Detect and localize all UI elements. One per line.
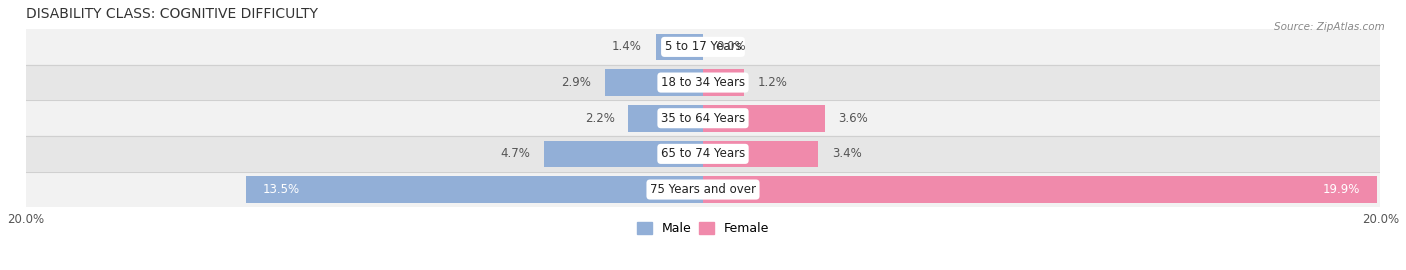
Text: 18 to 34 Years: 18 to 34 Years xyxy=(661,76,745,89)
Text: 4.7%: 4.7% xyxy=(501,147,530,160)
Bar xyxy=(544,140,703,167)
Bar xyxy=(703,176,1376,203)
Text: 2.2%: 2.2% xyxy=(585,112,614,125)
Text: Source: ZipAtlas.com: Source: ZipAtlas.com xyxy=(1274,22,1385,32)
Bar xyxy=(246,176,703,203)
Text: 13.5%: 13.5% xyxy=(263,183,299,196)
Text: 35 to 64 Years: 35 to 64 Years xyxy=(661,112,745,125)
Text: DISABILITY CLASS: COGNITIVE DIFFICULTY: DISABILITY CLASS: COGNITIVE DIFFICULTY xyxy=(25,7,318,21)
Bar xyxy=(25,100,1381,136)
Text: 19.9%: 19.9% xyxy=(1323,183,1360,196)
Bar xyxy=(628,105,703,131)
Text: 2.9%: 2.9% xyxy=(561,76,591,89)
Text: 65 to 74 Years: 65 to 74 Years xyxy=(661,147,745,160)
Bar xyxy=(25,172,1381,207)
Bar xyxy=(25,65,1381,100)
Text: 3.4%: 3.4% xyxy=(832,147,862,160)
Bar xyxy=(25,29,1381,65)
Bar xyxy=(655,33,703,60)
Bar xyxy=(703,140,818,167)
Legend: Male, Female: Male, Female xyxy=(631,217,775,240)
Bar xyxy=(703,105,825,131)
Text: 3.6%: 3.6% xyxy=(838,112,869,125)
Text: 1.2%: 1.2% xyxy=(758,76,787,89)
Text: 0.0%: 0.0% xyxy=(717,40,747,53)
Text: 1.4%: 1.4% xyxy=(612,40,643,53)
Text: 5 to 17 Years: 5 to 17 Years xyxy=(665,40,741,53)
Bar xyxy=(703,69,744,96)
Bar xyxy=(25,136,1381,172)
Bar xyxy=(605,69,703,96)
Text: 75 Years and over: 75 Years and over xyxy=(650,183,756,196)
